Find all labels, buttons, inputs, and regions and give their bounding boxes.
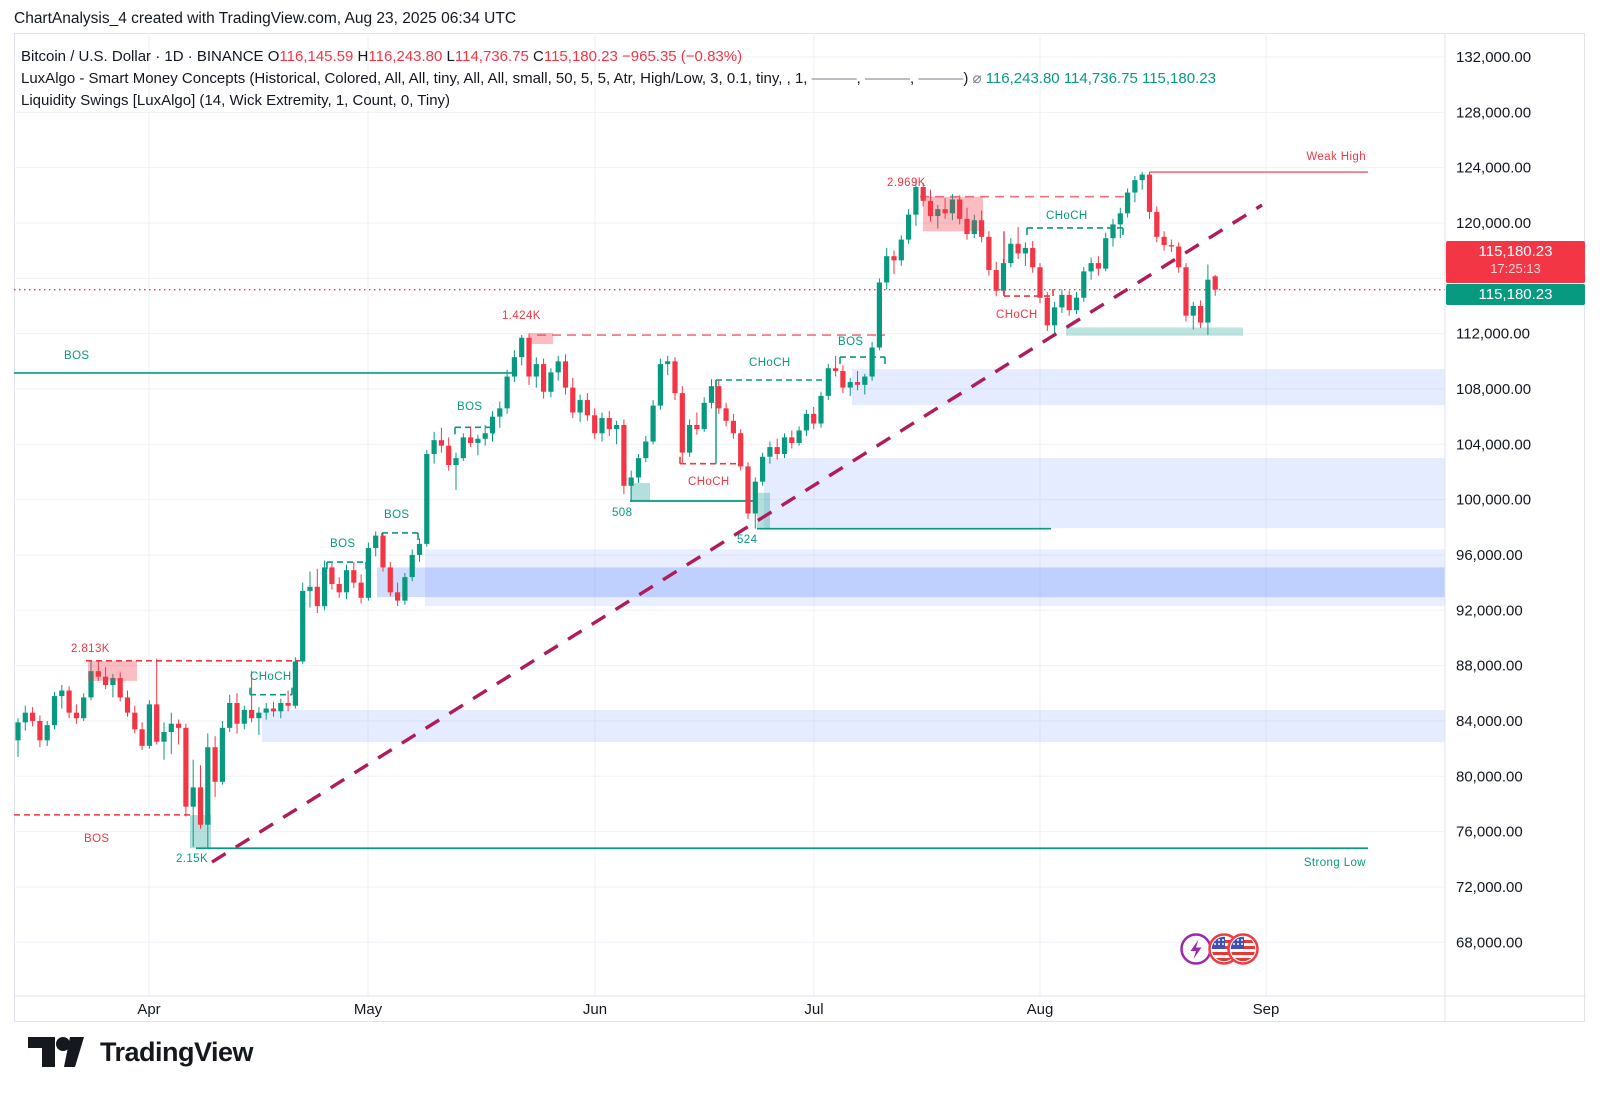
svg-text:Jun: Jun: [583, 1001, 607, 1018]
svg-text:CHoCH: CHoCH: [250, 671, 292, 683]
svg-text:92,000.00: 92,000.00: [1456, 602, 1523, 619]
countdown-price: 115,180.23: [1478, 242, 1553, 260]
svg-text:2.813K: 2.813K: [71, 643, 110, 655]
svg-text:84,000.00: 84,000.00: [1456, 713, 1523, 730]
svg-text:Aug: Aug: [1027, 1001, 1054, 1018]
svg-text:Jul: Jul: [804, 1001, 823, 1018]
structure-lines: [14, 171, 1368, 850]
svg-text:508: 508: [612, 507, 632, 519]
svg-text:132,000.00: 132,000.00: [1456, 49, 1531, 66]
svg-text:BOS: BOS: [84, 833, 110, 845]
chart-container: [14, 33, 1585, 1022]
svg-text:68,000.00: 68,000.00: [1456, 934, 1523, 951]
time-axis[interactable]: Apr May Jun Jul Aug Sep: [14, 995, 1586, 1018]
svg-text:CHoCH: CHoCH: [749, 357, 791, 369]
us-flag-event-icon[interactable]: [1227, 933, 1259, 965]
smc-labels: BOS 2.813K CHoCH BOS 2.15K BOS BOS BOS 1.424K 508…: [64, 151, 1366, 869]
svg-text:124,000.00: 124,000.00: [1456, 160, 1531, 177]
indicator-liquidity-swings-row[interactable]: Liquidity Swings [LuxAlgo] (14, Wick Ext…: [21, 92, 451, 109]
svg-text:2.15K: 2.15K: [176, 853, 208, 865]
svg-text:128,000.00: 128,000.00: [1456, 104, 1531, 121]
price-axis[interactable]: 132,000.00 128,000.00 124,000.00 120,000.00…: [1444, 33, 1531, 1022]
last-price-badge: 115,180.23: [1446, 283, 1585, 305]
svg-text:CHoCH: CHoCH: [996, 309, 1038, 321]
chart-legend: Bitcoin / U.S. Dollar · 1D · BINANCE O11…: [21, 46, 1216, 112]
svg-text:72,000.00: 72,000.00: [1456, 879, 1523, 896]
svg-text:80,000.00: 80,000.00: [1456, 768, 1523, 785]
svg-text:Strong Low: Strong Low: [1304, 857, 1366, 869]
svg-text:108,000.00: 108,000.00: [1456, 381, 1531, 398]
svg-text:2.969K: 2.969K: [887, 177, 926, 189]
svg-text:100,000.00: 100,000.00: [1456, 492, 1531, 509]
candles: [15, 171, 1218, 849]
svg-text:BOS: BOS: [64, 350, 90, 362]
countdown-price-badge: 115,180.23 17:25:13: [1446, 240, 1585, 283]
smc-zones: [190, 327, 1445, 849]
svg-text:BOS: BOS: [838, 336, 864, 348]
svg-text:CHoCH: CHoCH: [1046, 210, 1088, 222]
tradingview-wordmark[interactable]: TradingView: [100, 1036, 254, 1067]
indicator-smc-row[interactable]: LuxAlgo - Smart Money Concepts (Historic…: [21, 70, 1216, 87]
svg-text:Sep: Sep: [1253, 1001, 1280, 1018]
svg-text:112,000.00: 112,000.00: [1456, 326, 1530, 343]
footer: TradingView: [28, 1036, 254, 1068]
supply-boxes: [88, 196, 983, 681]
svg-text:88,000.00: 88,000.00: [1456, 658, 1523, 675]
lightning-event-icon[interactable]: [1180, 933, 1212, 965]
svg-text:BOS: BOS: [457, 401, 483, 413]
svg-text:May: May: [354, 1001, 383, 1018]
svg-text:Apr: Apr: [137, 1001, 160, 1018]
symbol-ohlc-row[interactable]: Bitcoin / U.S. Dollar · 1D · BINANCE O11…: [21, 48, 743, 65]
bar-countdown: 17:25:13: [1490, 260, 1541, 276]
svg-text:96,000.00: 96,000.00: [1456, 547, 1523, 564]
svg-text:Weak High: Weak High: [1306, 151, 1366, 163]
svg-text:120,000.00: 120,000.00: [1456, 215, 1531, 232]
tradingview-logo-icon[interactable]: [28, 1036, 88, 1068]
svg-text:BOS: BOS: [330, 538, 356, 550]
svg-text:CHoCH: CHoCH: [688, 476, 730, 488]
trend-line: [211, 203, 1263, 864]
svg-text:BOS: BOS: [384, 509, 410, 521]
page-title: ChartAnalysis_4 created with TradingView…: [14, 10, 517, 27]
svg-text:524: 524: [737, 534, 758, 546]
svg-text:76,000.00: 76,000.00: [1456, 824, 1523, 841]
economic-events[interactable]: [1178, 930, 1262, 968]
svg-text:1.424K: 1.424K: [502, 310, 541, 322]
svg-text:104,000.00: 104,000.00: [1456, 436, 1531, 453]
